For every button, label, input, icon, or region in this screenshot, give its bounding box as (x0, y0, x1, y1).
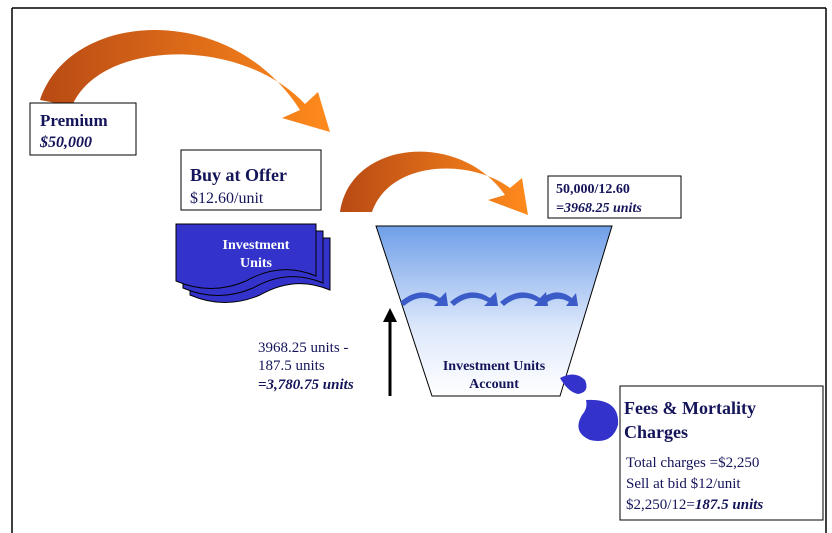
frame (11, 7, 827, 533)
balance-line: =3,780.75 units (258, 377, 354, 393)
label-line: Investment Units (443, 359, 546, 374)
flow-arrow (340, 151, 528, 215)
flow-arrow (40, 30, 330, 132)
label-line: Units (240, 256, 272, 271)
label-line: Investment (223, 238, 290, 253)
up-arrowhead (383, 308, 397, 322)
calc-line: 50,000/12.60 (556, 182, 630, 197)
fees-line: Total charges =$2,250 (626, 455, 759, 471)
fees-line-part: 187.5 units (695, 497, 764, 513)
balance-line: 187.5 units (258, 358, 325, 374)
buy-title: Buy at Offer (190, 165, 287, 185)
fees-title: Charges (624, 422, 688, 442)
buy-box (180, 149, 322, 211)
label-line: Account (469, 377, 519, 392)
fees-box (619, 385, 824, 521)
buy-price: $12.60/unit (190, 190, 264, 207)
premium-amount: $50,000 (39, 134, 92, 151)
premium-box (29, 102, 137, 156)
balance-line: 3968.25 units - (258, 340, 348, 356)
units-doc (175, 223, 331, 303)
fees-line: $2,250/12=187.5 units (626, 497, 763, 513)
units-doc-label: Investment Units (223, 238, 290, 271)
droplet (578, 399, 619, 441)
fees-title: Fees & Mortality (624, 398, 756, 418)
wave-arrows (400, 292, 578, 306)
account-label: Investment Units Account (443, 359, 546, 392)
droplet (560, 374, 587, 394)
calc-box (547, 175, 682, 219)
funnel (375, 225, 613, 397)
fees-line-part: $2,250/12= (626, 497, 695, 513)
calc-line: =3968.25 units (556, 201, 642, 216)
fees-line: Sell at bid $12/unit (626, 476, 741, 492)
premium-title: Premium (40, 111, 108, 130)
